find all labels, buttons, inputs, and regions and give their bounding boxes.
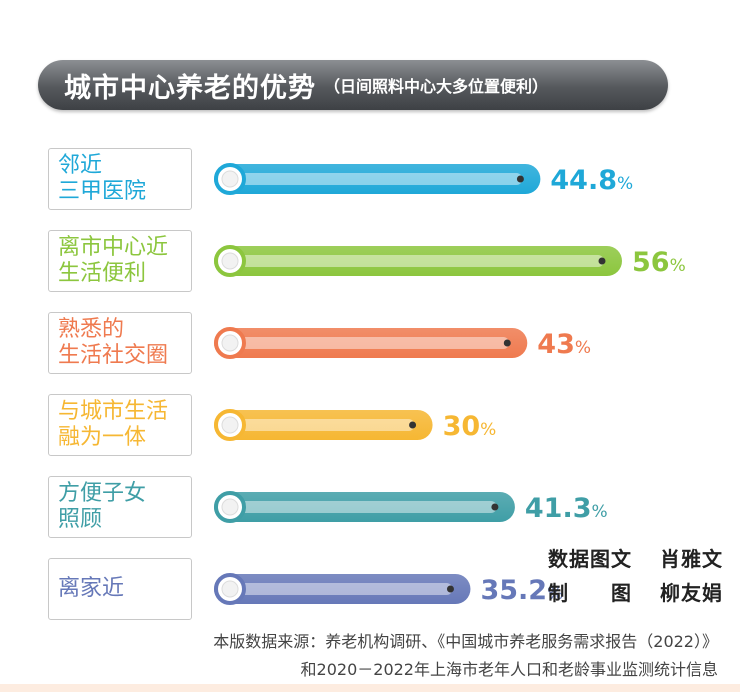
bar-group xyxy=(214,491,515,523)
bar-end-dot xyxy=(598,257,606,265)
bar-highlight xyxy=(232,583,453,595)
bar xyxy=(214,492,515,522)
bar-start-knob-center xyxy=(221,252,239,270)
bar-value-label: 30% xyxy=(443,411,497,442)
bar-group xyxy=(214,245,622,277)
bar-value-label: 44.8% xyxy=(550,165,633,196)
bar xyxy=(214,164,541,194)
bar-start-knob-center xyxy=(221,580,239,598)
bar-group xyxy=(214,163,541,195)
bar-value-label: 41.3% xyxy=(525,493,608,524)
bar-value-label: 35.2% xyxy=(480,575,563,606)
bar-value-number: 35.2 xyxy=(480,575,547,606)
category-label-box xyxy=(48,230,192,292)
bar-value-unit: % xyxy=(670,256,686,276)
bar-end-dot xyxy=(409,421,417,429)
bar-highlight xyxy=(232,337,510,349)
credit-data-text-author: 肖雅文 xyxy=(660,547,723,571)
bar-highlight xyxy=(232,501,497,513)
bar xyxy=(214,574,471,604)
credit-graphics-author: 柳友娟 xyxy=(660,581,723,605)
bar xyxy=(214,410,433,440)
bar xyxy=(214,328,528,358)
category-label: 方便子女 照顾 xyxy=(58,481,147,532)
bar-highlight xyxy=(232,173,523,185)
bar-value-unit: % xyxy=(592,502,608,522)
bar xyxy=(214,246,622,276)
bar-group xyxy=(214,573,471,605)
bar-value-number: 43 xyxy=(537,329,575,360)
chart-subtitle: （日间照料中心大多位置便利） xyxy=(324,77,549,96)
bar-value-unit: % xyxy=(480,420,496,440)
source-note-line1: 本版数据来源：养老机构调研、《中国城市养老服务需求报告（2022）》 xyxy=(213,632,718,651)
bar-value-label: 56% xyxy=(632,247,686,278)
bar-start-knob-center xyxy=(221,498,239,516)
bar-start-knob-center xyxy=(221,416,239,434)
bar-value-number: 30 xyxy=(443,411,481,442)
chart-title-banner: 城市中心养老的优势 （日间照料中心大多位置便利） xyxy=(38,60,668,110)
category-label: 与城市生活 融为一体 xyxy=(58,399,169,450)
category-label-box xyxy=(48,312,192,374)
category-label: 离家近 xyxy=(58,576,125,601)
category-label: 邻近 三甲医院 xyxy=(58,153,147,204)
bar-value-unit: % xyxy=(547,584,563,604)
bar-value-number: 44.8 xyxy=(550,165,617,196)
bar-highlight xyxy=(232,255,604,267)
bar-value-unit: % xyxy=(575,338,591,358)
bar-group xyxy=(214,409,433,441)
bar-end-dot xyxy=(516,175,524,183)
credit-graphics-label: 制 图 xyxy=(548,581,632,605)
credit-data-text-label: 数据图文 xyxy=(548,547,632,571)
category-label: 熟悉的 生活社交圈 xyxy=(58,317,169,368)
bottom-strip xyxy=(0,684,740,692)
bar-start-knob-center xyxy=(221,334,239,352)
category-label: 离市中心近 生活便利 xyxy=(58,235,169,286)
bar-start-knob-center xyxy=(221,170,239,188)
source-note-line2: 和2020－2022年上海市老年人口和老龄事业监测统计信息 xyxy=(300,660,718,679)
bar-end-dot xyxy=(491,503,499,511)
bar-group xyxy=(214,327,528,359)
category-label-box xyxy=(48,394,192,456)
bar-value-number: 41.3 xyxy=(525,493,592,524)
category-label-box xyxy=(48,476,192,538)
bar-highlight xyxy=(232,419,415,431)
bar-end-dot xyxy=(503,339,511,347)
category-label-box xyxy=(48,148,192,210)
category-label-box xyxy=(48,558,192,620)
bar-value-label: 43% xyxy=(537,329,591,360)
bar-value-unit: % xyxy=(617,174,633,194)
chart-title: 城市中心养老的优势 xyxy=(64,72,316,104)
bar-value-number: 56 xyxy=(632,247,670,278)
bar-end-dot xyxy=(446,585,454,593)
